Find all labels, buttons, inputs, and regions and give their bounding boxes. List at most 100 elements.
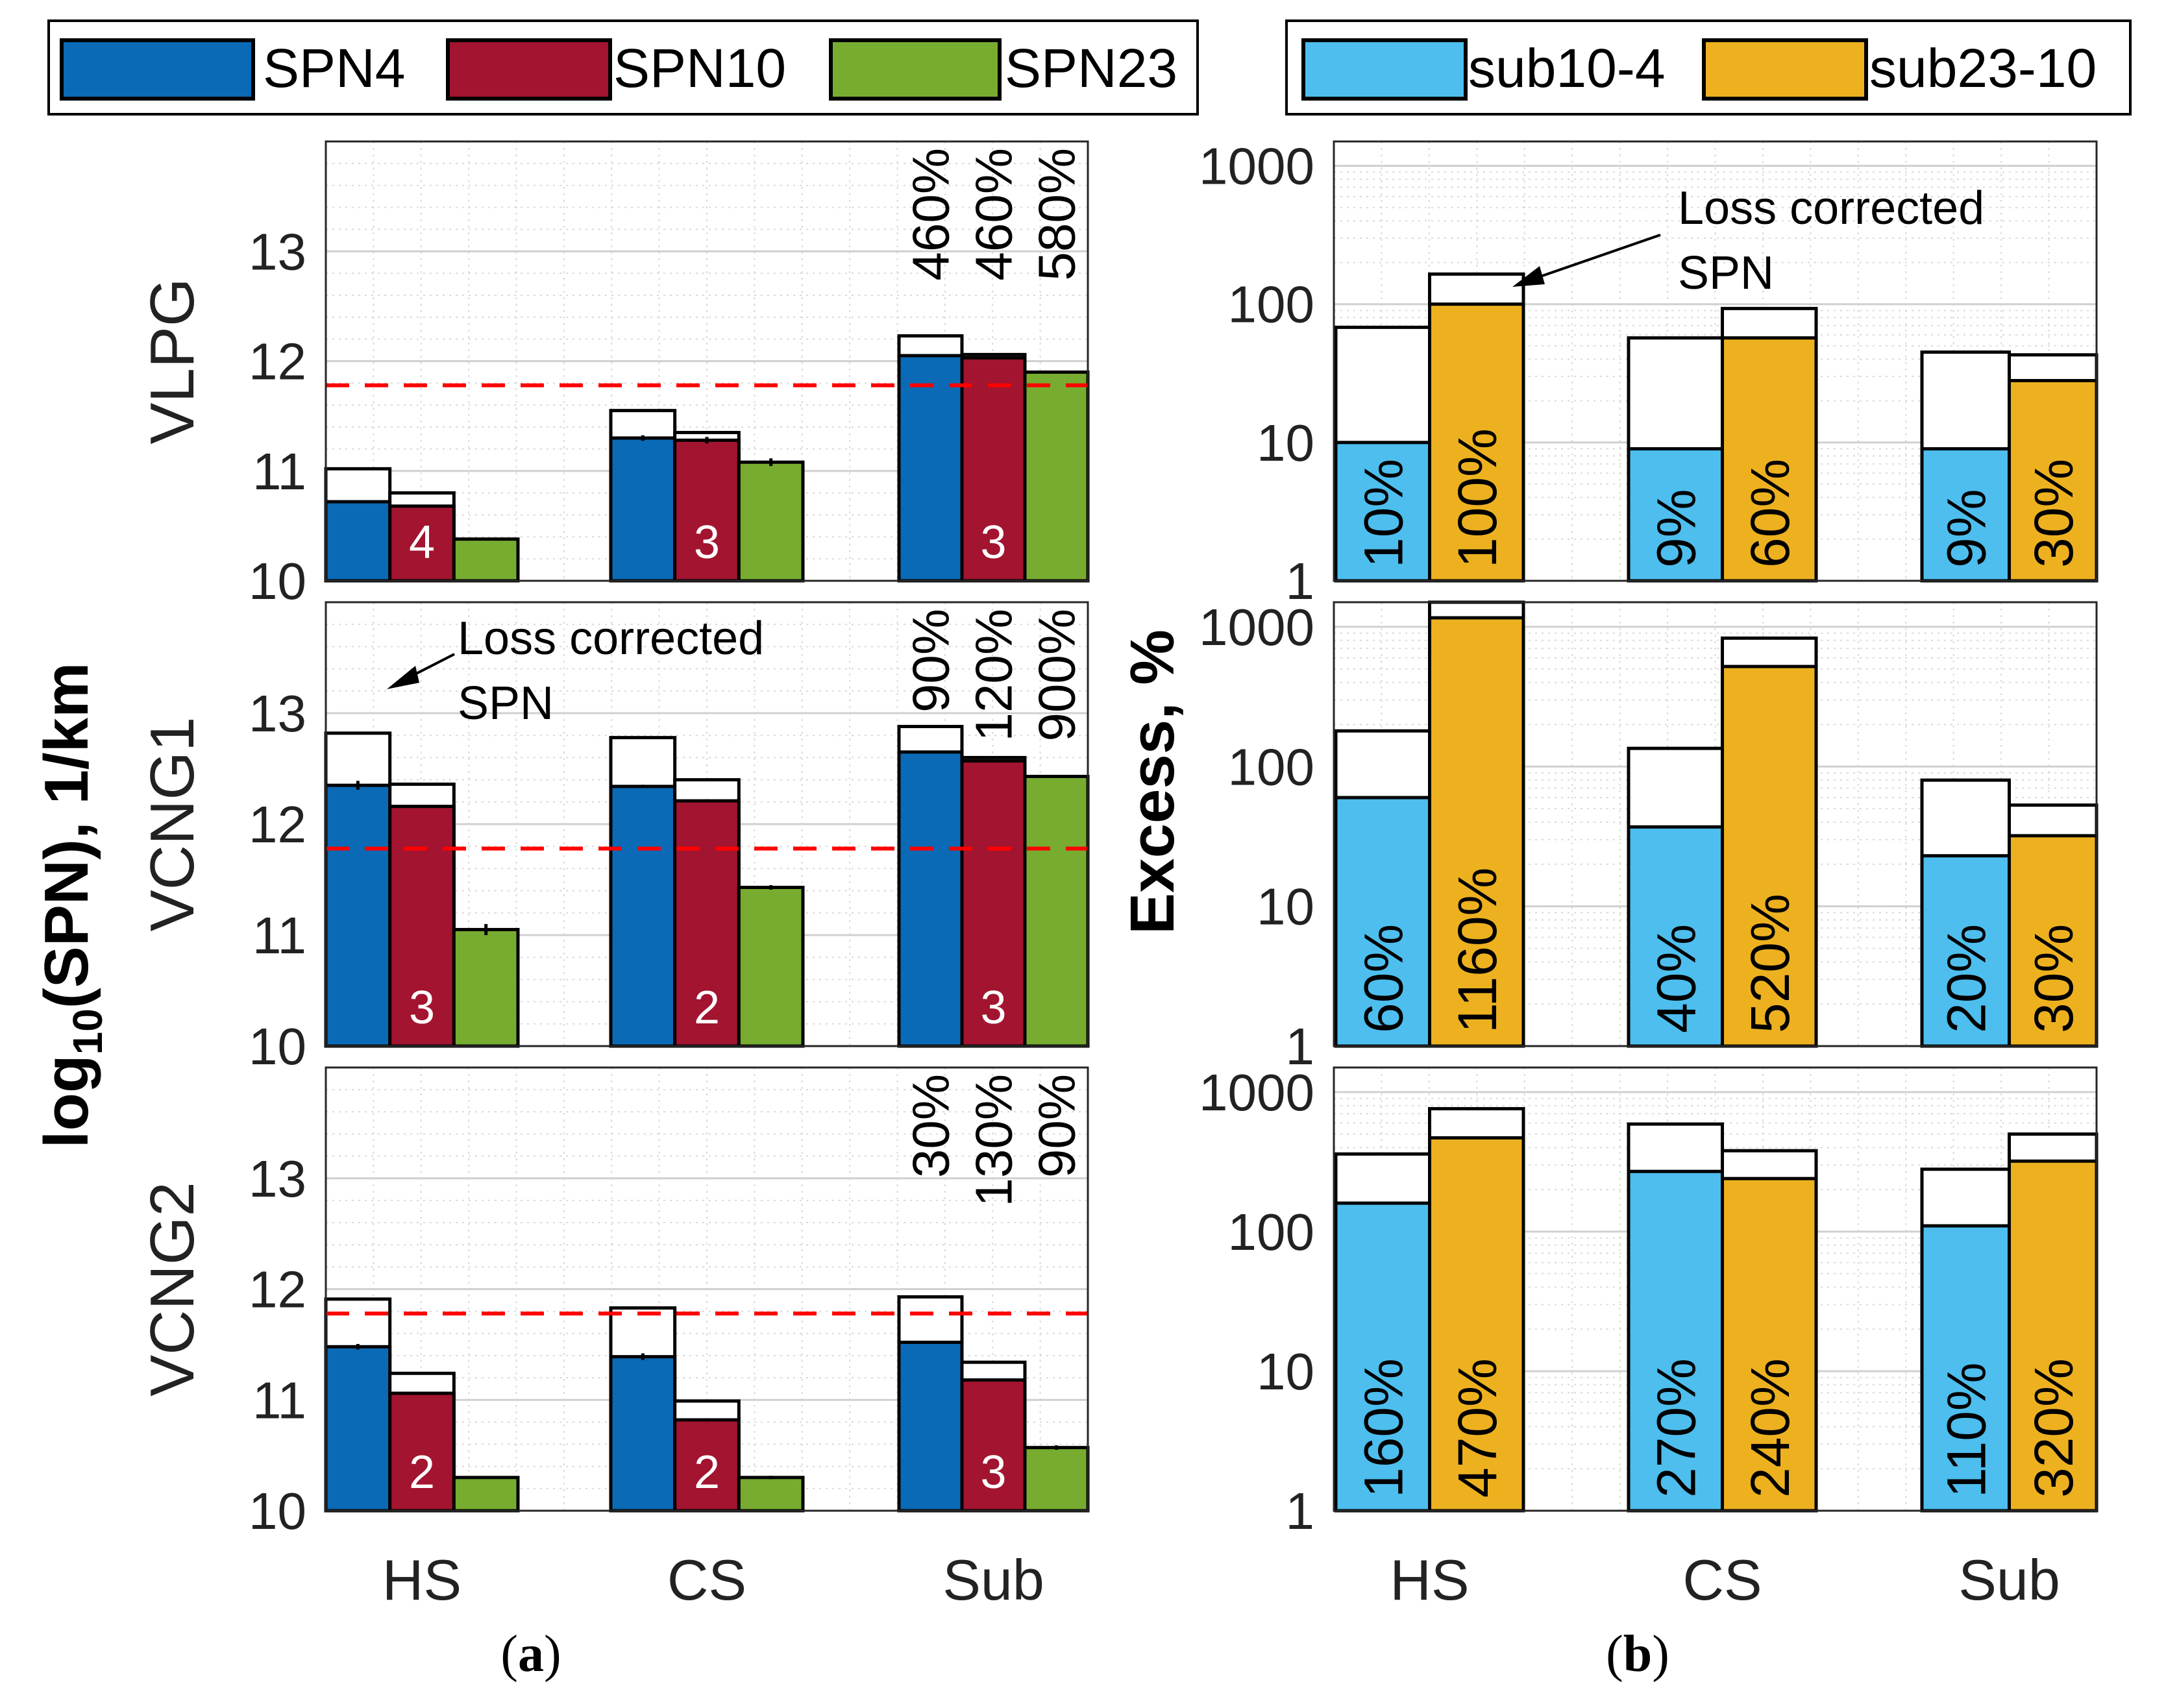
bar-sub10-4-hs [1334,441,1431,583]
pct-label-sub10-4-sub: 9% [1936,489,1997,568]
pct-label-spn10: 130% [965,1074,1023,1207]
count-label-cs: 2 [694,982,720,1034]
pct-label-spn4: 460% [902,148,960,281]
bar-spn23-hs [452,537,520,583]
pct-label-sub10-4-cs: 270% [1645,1358,1706,1498]
y-tick-label: 1000 [1199,598,1314,656]
count-label-sub: 3 [980,517,1006,568]
y-tick-label: 1 [1286,1018,1315,1075]
pct-label-sub10-4-cs: 9% [1645,489,1706,568]
bar-sub23-10-cs [1721,1177,1818,1513]
annotation-b-arrow-head [1512,266,1545,287]
axes-frame-a [325,601,1089,1047]
bar-sub10-4-sub [1920,1224,2011,1513]
row-label-vcng2: VCNG2 [138,1182,207,1397]
x-category-b-hs: HS [1390,1548,1469,1612]
axes-frame-a [325,1066,1089,1512]
y-tick-label: 13 [249,1150,306,1208]
pct-label-sub23-10-hs: 1160% [1447,868,1508,1033]
axes-frame-b [1333,140,2098,582]
y-tick-label: 1 [1286,1482,1315,1540]
y-tick-label: 10 [249,1482,306,1540]
bar-sub10-4-sub [1920,854,2011,1048]
bar-spn4-cs [609,436,677,583]
pct-label-sub23-10-hs: 470% [1447,1358,1508,1498]
pct-label-sub10-4-hs: 10% [1353,459,1414,568]
pct-label-sub23-10-sub: 30% [2023,459,2084,568]
legend-swatch-spn23 [829,38,1002,101]
y-axis-label-a-sub: 10 [64,1008,111,1055]
bar-sub23-10-hs [1428,616,1525,1048]
panel-a-vcng1: 10 11 12 13 3 2 3 90% 120% 900% VCNG1 [138,601,1090,1075]
bar-spn23-sub [1023,774,1090,1048]
y-tick-label: 10 [1257,414,1314,472]
y-tick-label: 13 [249,685,306,742]
y-axis-label-a-main: log [32,1055,101,1148]
pct-label-sub23-10-cs: 60% [1740,459,1801,568]
y-tick-label: 100 [1228,1203,1314,1261]
count-label-hs: 4 [409,517,435,568]
annotation-a-line2: SPN [458,677,554,729]
bar-sub23-10-sub [2008,1159,2098,1513]
row-label-vcng1: VCNG1 [138,717,207,932]
bar-spn23-cs [737,885,805,1048]
count-label-cs: 3 [694,517,720,568]
annotation-b: Loss corrected SPN [1512,182,1984,299]
row-label-vlpg: VLPG [138,278,207,444]
legend-label-spn4: SPN4 [263,38,405,99]
caption-a: (a) [500,1626,561,1683]
y-tick-label: 100 [1228,738,1314,796]
bar-sub23-10-sub [2008,379,2098,583]
bar-spn4-cs [609,1355,677,1513]
legend-b: sub10-4 sub23-10 [1285,19,2132,116]
pct-label-sub23-10-sub: 320% [2023,1358,2084,1498]
x-category-a-sub: Sub [942,1548,1044,1612]
bar-sub23-10-cs [1721,336,1818,583]
bar-spn4-sub [897,354,964,583]
panel-b-2: 1 10 100 1000 160% 270% 110% 470% 240% 320% [1199,1064,2098,1540]
caption-b-close: ) [1652,1626,1669,1683]
y-axis-label-a-rest: (SPN), 1/km [32,663,101,1008]
panels-b: 1 10 100 1000 10% 9% 9% 100% 60% 30% 1 10 100 1000 60%… [1199,138,2098,1612]
y-tick-label: 13 [249,223,306,280]
y-tick-label: 11 [252,1371,306,1429]
y-tick-label: 10 [1257,878,1314,936]
pct-label-sub10-4-sub: 20% [1936,924,1997,1033]
legend-swatch-spn10 [446,38,612,101]
legend-label-spn10: SPN10 [613,38,786,99]
legend-label-spn23: SPN23 [1005,38,1177,99]
annotation-b-line1: Loss corrected [1678,182,1984,234]
legend-label-sub23-10: sub23-10 [1869,38,2097,99]
caption-b-letter: b [1623,1626,1653,1683]
bar-sub23-10-sub [2008,834,2098,1048]
bar-spn23-hs [452,927,520,1048]
y-tick-label: 1000 [1199,138,1314,195]
bar-sub23-10-cs [1721,665,1818,1048]
bar-spn4-cs [609,785,677,1048]
y-tick-label: 10 [249,1018,306,1075]
count-label-cs: 2 [694,1446,720,1498]
panel-b-0: 1 10 100 1000 10% 9% 9% 100% 60% 30% [1199,138,2098,610]
pct-label-spn23: 90% [1028,1074,1086,1178]
pct-label-spn10: 120% [965,609,1023,742]
bar-sub10-4-cs [1627,1169,1724,1513]
pct-label-sub23-10-hs: 100% [1447,428,1508,568]
legend-swatch-sub10-4 [1301,38,1468,101]
bar-sub10-4-cs [1627,825,1724,1048]
pct-label-sub23-10-cs: 240% [1740,1358,1801,1498]
axes-frame-b [1333,601,2098,1047]
panel-a-vcng2: 10 11 12 13 2 2 3 30% 130% 90% VCNG2 [138,1066,1090,1540]
x-category-a-hs: HS [382,1548,462,1612]
caption-a-letter: a [518,1626,544,1683]
bar-spn4-hs [324,783,392,1048]
y-tick-label: 10 [1257,1343,1314,1400]
bar-spn23-sub [1023,1446,1090,1513]
pct-label-sub23-10-cs: 520% [1740,894,1801,1033]
pct-label-sub10-4-cs: 40% [1645,924,1706,1033]
bar-spn23-cs [737,460,805,583]
annotation-a-arrow-head [387,666,419,689]
count-label-sub: 3 [980,1446,1006,1498]
annotation-b-line2: SPN [1678,247,1774,299]
